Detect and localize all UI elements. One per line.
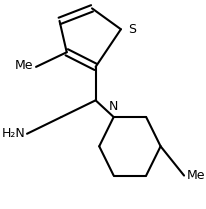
Text: N: N bbox=[109, 100, 118, 113]
Text: H₂N: H₂N bbox=[1, 127, 25, 140]
Text: Me: Me bbox=[15, 59, 33, 72]
Text: S: S bbox=[128, 23, 136, 36]
Text: Me: Me bbox=[187, 169, 205, 182]
